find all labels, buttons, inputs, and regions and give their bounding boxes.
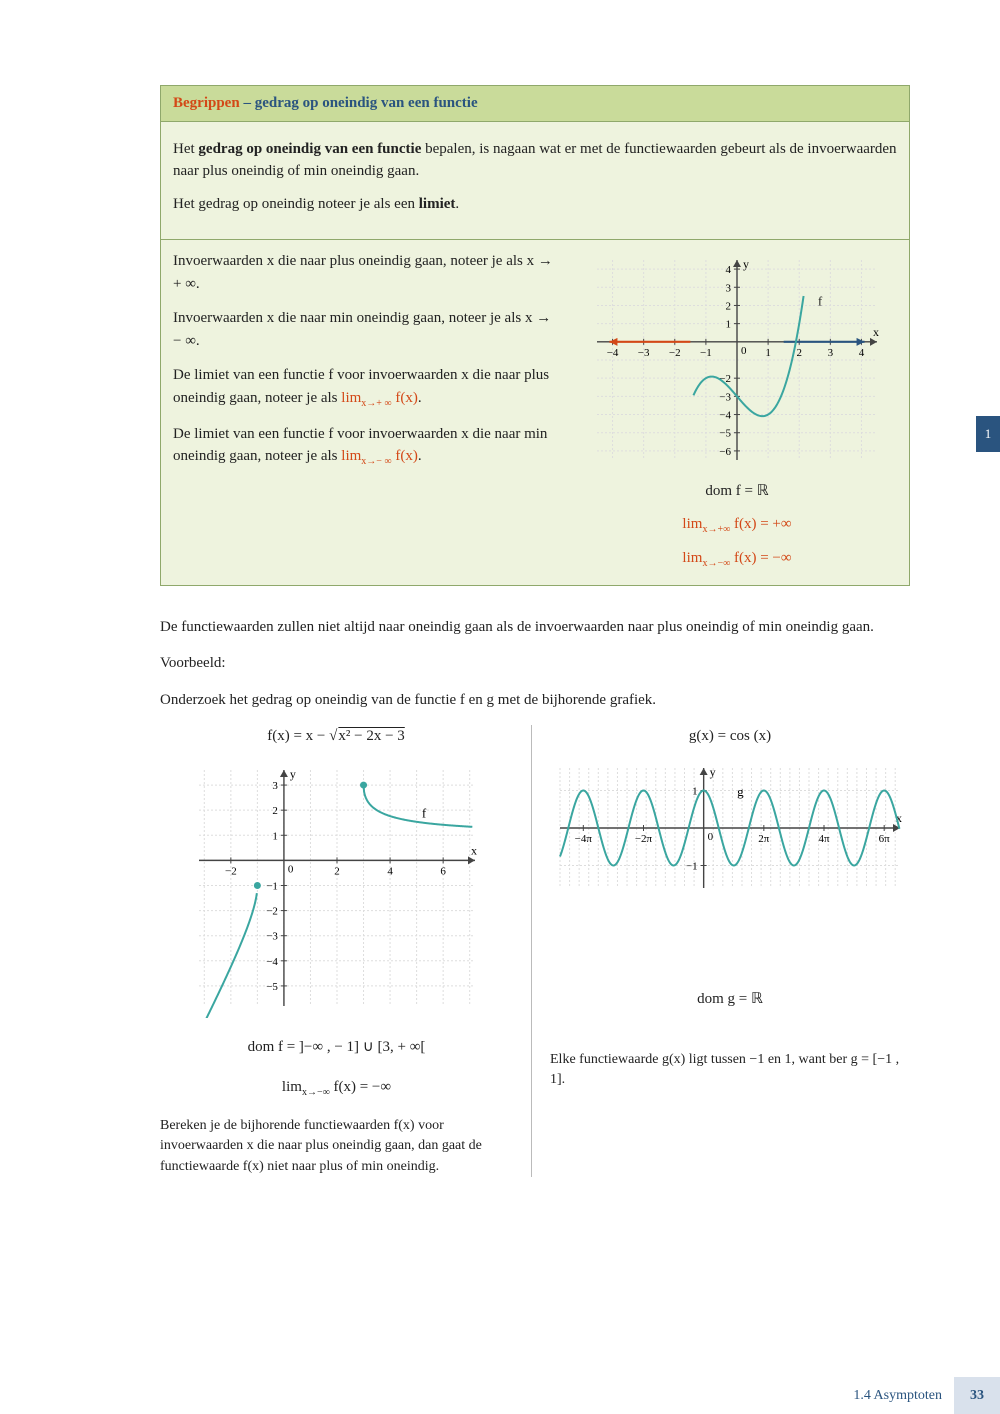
concept-intro: Het gedrag op oneindig van een functie b… bbox=[161, 122, 909, 240]
svg-text:−5: −5 bbox=[719, 428, 731, 440]
f-lim: limx→−∞ f(x) = −∞ bbox=[160, 1076, 513, 1100]
svg-text:0: 0 bbox=[708, 831, 714, 843]
concept-left: Invoerwaarden x die naar plus oneindig g… bbox=[173, 250, 557, 571]
f-title: f(x) = x − √x² − 2x − 3 bbox=[160, 725, 513, 748]
header-red: Begrippen bbox=[173, 95, 240, 111]
dom-f: dom f = ℝ bbox=[705, 480, 768, 503]
body-p3: Onderzoek het gedrag op oneindig van de … bbox=[160, 689, 910, 712]
svg-text:−1: −1 bbox=[700, 347, 712, 359]
body-text: De functiewaarden zullen niet altijd naa… bbox=[160, 616, 910, 712]
svg-text:2: 2 bbox=[726, 300, 732, 312]
svg-text:2: 2 bbox=[334, 865, 340, 877]
svg-text:−4: −4 bbox=[266, 955, 278, 967]
svg-text:3: 3 bbox=[828, 347, 834, 359]
svg-text:2π: 2π bbox=[758, 833, 770, 845]
footer-page: 33 bbox=[954, 1377, 1000, 1414]
svg-text:−4: −4 bbox=[607, 347, 619, 359]
svg-text:2: 2 bbox=[272, 805, 278, 817]
header-blue: – gedrag op oneindig van een functie bbox=[240, 95, 478, 111]
intro-p2: Het gedrag op oneindig noteer je als een… bbox=[173, 193, 897, 216]
g-chart: xy0−4π−2π2π4π6π−11g bbox=[550, 758, 910, 898]
left-p1: Invoerwaarden x die naar plus oneindig g… bbox=[173, 250, 557, 295]
svg-text:−3: −3 bbox=[719, 391, 731, 403]
svg-text:1: 1 bbox=[726, 319, 732, 331]
svg-text:4π: 4π bbox=[818, 833, 830, 845]
svg-text:−3: −3 bbox=[638, 347, 650, 359]
left-p4: De limiet van een functie f voor invoerw… bbox=[173, 423, 557, 470]
f-text: Bereken je de bijhorende functiewaarden … bbox=[160, 1116, 513, 1177]
svg-text:3: 3 bbox=[726, 282, 732, 294]
two-col: f(x) = x − √x² − 2x − 3 x y 0 −2 2 4 6 −5 −4 −3 −2… bbox=[160, 725, 910, 1177]
concept-right: xy0−4−3−2−11234−6−5−4−3−21234f dom f = ℝ… bbox=[577, 250, 897, 571]
left-p2: Invoerwaarden x die naar min oneindig ga… bbox=[173, 307, 557, 352]
g-dom: dom g = ℝ bbox=[550, 988, 910, 1011]
col-g: g(x) = cos (x) xy0−4π−2π2π4π6π−11g dom g… bbox=[550, 725, 910, 1177]
cubic-chart: xy0−4−3−2−11234−6−5−4−3−21234f bbox=[587, 250, 887, 470]
svg-text:y: y bbox=[743, 257, 749, 271]
concept-header: Begrippen – gedrag op oneindig van een f… bbox=[161, 86, 909, 122]
concept-box: Begrippen – gedrag op oneindig van een f… bbox=[160, 85, 910, 586]
svg-text:−5: −5 bbox=[266, 980, 278, 992]
intro-p1: Het gedrag op oneindig van een functie b… bbox=[173, 138, 897, 183]
svg-text:−1: −1 bbox=[686, 860, 698, 872]
g-title: g(x) = cos (x) bbox=[550, 725, 910, 748]
svg-text:1: 1 bbox=[272, 830, 278, 842]
svg-text:4: 4 bbox=[387, 865, 393, 877]
svg-text:3: 3 bbox=[272, 780, 278, 792]
svg-text:x: x bbox=[873, 325, 879, 339]
svg-text:−2: −2 bbox=[224, 865, 236, 877]
svg-text:y: y bbox=[289, 767, 295, 781]
svg-text:1: 1 bbox=[692, 785, 698, 797]
svg-text:−6: −6 bbox=[719, 446, 731, 458]
svg-text:0: 0 bbox=[741, 345, 747, 357]
svg-text:6: 6 bbox=[440, 865, 446, 877]
svg-text:−4π: −4π bbox=[575, 833, 593, 845]
f-dom: dom f = ]−∞ , − 1] ∪ [3, + ∞[ bbox=[160, 1036, 513, 1059]
lim-minus: limx→−∞ f(x) = −∞ bbox=[682, 547, 791, 571]
svg-text:x: x bbox=[471, 843, 477, 857]
page-footer: 1.4 Asymptoten 33 bbox=[853, 1377, 1000, 1414]
body-p2: Voorbeeld: bbox=[160, 652, 910, 675]
svg-text:0: 0 bbox=[287, 863, 293, 875]
g-text: Elke functiewaarde g(x) ligt tussen −1 e… bbox=[550, 1050, 910, 1091]
svg-text:−2π: −2π bbox=[635, 833, 653, 845]
svg-text:y: y bbox=[710, 765, 716, 779]
lim-plus: limx→+∞ f(x) = +∞ bbox=[682, 513, 791, 537]
col-divider bbox=[531, 725, 532, 1177]
svg-text:−2: −2 bbox=[266, 905, 278, 917]
svg-text:4: 4 bbox=[859, 347, 865, 359]
footer-section: 1.4 Asymptoten bbox=[853, 1385, 954, 1406]
svg-text:f: f bbox=[421, 805, 426, 820]
svg-text:−4: −4 bbox=[719, 410, 731, 422]
svg-text:−2: −2 bbox=[669, 347, 681, 359]
col-f: f(x) = x − √x² − 2x − 3 x y 0 −2 2 4 6 −5 −4 −3 −2… bbox=[160, 725, 513, 1177]
svg-text:g: g bbox=[737, 784, 744, 799]
svg-text:f: f bbox=[818, 293, 823, 308]
svg-text:−3: −3 bbox=[266, 930, 278, 942]
left-p3: De limiet van een functie f voor invoerw… bbox=[173, 364, 557, 411]
body-p1: De functiewaarden zullen niet altijd naa… bbox=[160, 616, 910, 639]
svg-text:6π: 6π bbox=[879, 833, 891, 845]
f-chart: x y 0 −2 2 4 6 −5 −4 −3 −2 −1 1 2 3 f bbox=[187, 758, 487, 1018]
svg-text:−1: −1 bbox=[266, 880, 278, 892]
svg-text:4: 4 bbox=[726, 264, 732, 276]
svg-text:2: 2 bbox=[796, 347, 802, 359]
chapter-tab: 1 bbox=[976, 416, 1000, 452]
svg-text:1: 1 bbox=[765, 347, 771, 359]
